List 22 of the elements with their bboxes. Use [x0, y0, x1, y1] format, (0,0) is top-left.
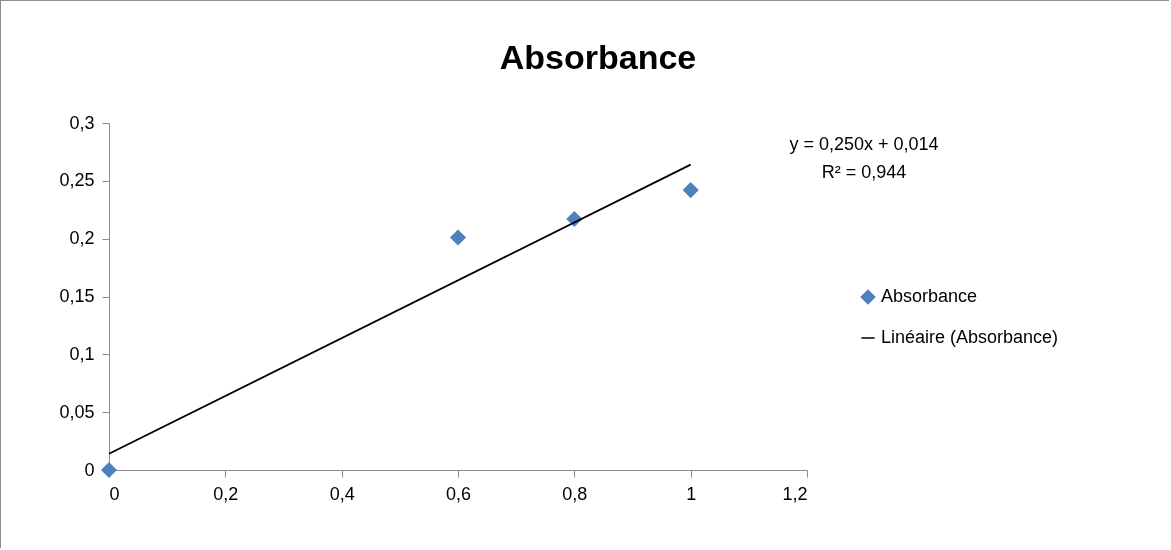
x-tick-label: 0,6	[445, 483, 472, 504]
point	[682, 182, 699, 199]
chart-title: Absorbance	[499, 38, 697, 76]
y-tick-label: 0,25	[59, 170, 95, 191]
legend-label: Absorbance	[881, 286, 978, 306]
y-tick-label: 0,3	[69, 112, 95, 133]
annotation: y = 0,250x + 0,014	[789, 134, 939, 154]
y-tick-label: 0,05	[59, 401, 95, 422]
text: R² = 0,944	[821, 162, 907, 182]
x-tick-label: 0,2	[213, 483, 239, 504]
x-tick-label: 0,4	[329, 483, 355, 504]
x-tick-label: 1,2	[782, 483, 808, 504]
legend-label: Linéaire (Absorbance)	[881, 327, 1059, 347]
x-tick-label: 0	[109, 483, 120, 504]
y-tick-label: 0	[84, 459, 95, 480]
x-tick-label: 1	[686, 483, 697, 504]
point	[449, 229, 467, 246]
x-tick-label: 0,8	[562, 483, 588, 504]
point	[100, 461, 118, 479]
y-tick-label: 0,15	[59, 286, 95, 306]
y-tick-label: 0,2	[69, 228, 95, 249]
y-tick-label: 0,1	[69, 343, 95, 364]
